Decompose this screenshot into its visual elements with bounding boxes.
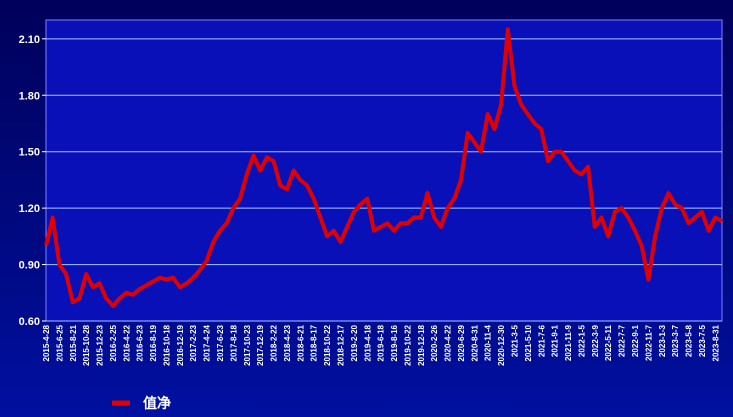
x-tick-label: 2023-7-5 xyxy=(698,324,707,357)
x-tick-label: 2019-8-16 xyxy=(390,324,399,361)
y-tick-label: 0.90 xyxy=(19,260,40,272)
x-tick-label: 2017-4-24 xyxy=(203,324,212,361)
x-tick-label: 2020-11-4 xyxy=(484,324,493,361)
y-tick-label: 0.60 xyxy=(19,316,40,328)
x-tick-label: 2018-8-17 xyxy=(310,324,319,361)
x-tick-label: 2021-9-1 xyxy=(551,324,560,357)
x-tick-label: 2021-11-9 xyxy=(564,324,573,361)
legend-label: 值净 xyxy=(143,395,171,411)
x-tick-label: 2018-4-23 xyxy=(283,324,292,361)
x-tick-label: 2017-6-23 xyxy=(216,324,225,361)
x-tick-label: 2016-8-19 xyxy=(149,324,158,361)
x-tick-label: 2022-3-9 xyxy=(591,324,600,357)
y-tick-label: 1.80 xyxy=(19,90,40,102)
x-tick-label: 2022-5-11 xyxy=(604,324,613,361)
data-line xyxy=(44,27,723,308)
x-tick-label: 2019-10-22 xyxy=(403,324,412,365)
x-tick-label: 2020-12-30 xyxy=(497,324,506,365)
x-tick-label: 2016-10-18 xyxy=(162,324,171,365)
x-tick-label: 2017-8-18 xyxy=(229,324,238,361)
x-tick-label: 2016-4-22 xyxy=(122,324,131,361)
x-tick-label: 2019-12-18 xyxy=(417,324,426,365)
legend: 值净 xyxy=(112,395,171,411)
x-tick-label: 2015-12-23 xyxy=(96,324,105,365)
x-tick-label: 2016-6-23 xyxy=(136,324,145,361)
x-tick-label: 2016-12-19 xyxy=(176,324,185,365)
x-tick-label: 2022-1-5 xyxy=(577,324,586,357)
x-tick-label: 2023-8-31 xyxy=(711,324,720,361)
x-tick-label: 2018-6-21 xyxy=(296,324,305,361)
x-tick-label: 2020-2-26 xyxy=(430,324,439,361)
x-tick-label: 2015-6-25 xyxy=(55,324,64,361)
x-tick-label: 2021-5-10 xyxy=(524,324,533,361)
x-tick-label: 2020-4-22 xyxy=(444,324,453,361)
x-tick-label: 2019-6-18 xyxy=(377,324,386,361)
x-tick-label: 2022-7-7 xyxy=(618,324,627,357)
x-tick-label: 2019-2-20 xyxy=(350,324,359,361)
x-tick-label: 2021-3-5 xyxy=(511,324,520,357)
x-tick-label: 2023-5-8 xyxy=(685,324,694,357)
x-tick-label: 2015-8-21 xyxy=(69,324,78,361)
x-tick-label: 2016-2-25 xyxy=(109,324,118,361)
y-tick-label: 2.10 xyxy=(19,34,40,46)
x-tick-label: 2022-11-7 xyxy=(644,324,653,361)
plot-area xyxy=(45,19,723,322)
x-tick-label: 2017-10-23 xyxy=(243,324,252,365)
x-tick-label: 2018-2-22 xyxy=(270,324,279,361)
x-tick-label: 2017-12-19 xyxy=(256,324,265,365)
x-tick-label: 2015-10-28 xyxy=(82,324,91,365)
x-tick-label: 2017-2-23 xyxy=(189,324,198,361)
x-tick-label: 2022-9-1 xyxy=(631,324,640,357)
y-tick-label: 1.20 xyxy=(19,203,40,215)
x-tick-label: 2020-6-29 xyxy=(457,324,466,361)
x-tick-label: 2018-10-22 xyxy=(323,324,332,365)
x-tick-label: 2018-12-17 xyxy=(336,324,345,365)
x-tick-label: 2023-1-3 xyxy=(658,324,667,357)
x-tick-label: 2021-7-6 xyxy=(537,324,546,357)
x-tick-label: 2015-4-28 xyxy=(42,324,51,361)
x-tick-label: 2023-3-7 xyxy=(671,324,680,357)
y-tick-label: 1.50 xyxy=(19,147,40,159)
x-tick-label: 2019-4-18 xyxy=(363,324,372,361)
x-tick-label: 2020-8-31 xyxy=(470,324,479,361)
